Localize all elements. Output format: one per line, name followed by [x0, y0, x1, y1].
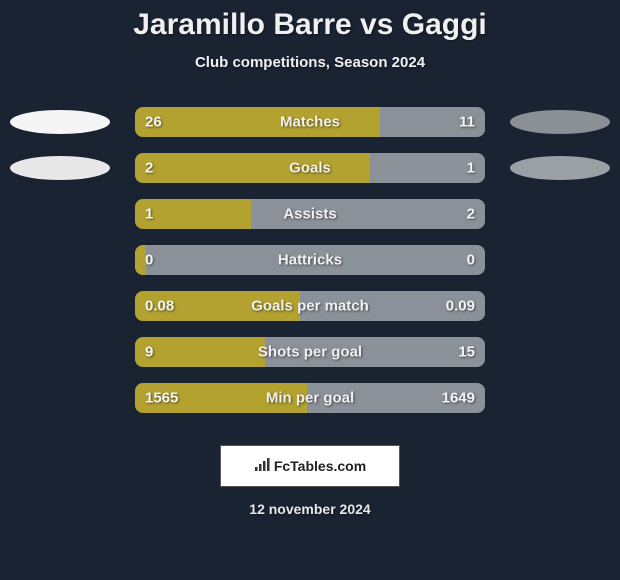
stat-value-right: 0.09 — [446, 298, 475, 315]
stat-bar-right — [146, 245, 485, 275]
page-subtitle: Club competitions, Season 2024 — [0, 54, 620, 71]
stat-bar-left — [135, 337, 265, 367]
stat-bar: 12Assists — [135, 199, 485, 229]
stat-value-left: 0.08 — [145, 298, 174, 315]
stat-value-right: 11 — [459, 114, 475, 131]
stat-row: 2611Matches — [0, 99, 620, 145]
stat-row: 15651649Min per goal — [0, 375, 620, 421]
stat-bar: 21Goals — [135, 153, 485, 183]
stat-bar-right — [251, 199, 485, 229]
stat-bar: 00Hattricks — [135, 245, 485, 275]
stat-value-left: 26 — [145, 114, 162, 131]
stat-value-right: 2 — [467, 206, 475, 223]
stat-row: 0.080.09Goals per match — [0, 283, 620, 329]
stat-bar-right — [265, 337, 485, 367]
page-title: Jaramillo Barre vs Gaggi — [0, 0, 620, 42]
stat-value-left: 1565 — [145, 390, 178, 407]
stat-row: 21Goals — [0, 145, 620, 191]
footer-label: FcTables.com — [274, 458, 366, 474]
stat-value-left: 0 — [145, 252, 153, 269]
stat-value-right: 1 — [467, 160, 475, 177]
stats-container: 2611Matches21Goals12Assists00Hattricks0.… — [0, 99, 620, 421]
stat-value-right: 0 — [467, 252, 475, 269]
stat-value-right: 15 — [458, 344, 475, 361]
team-badge-right — [510, 110, 610, 134]
team-badge-right — [510, 156, 610, 180]
date-label: 12 november 2024 — [0, 501, 620, 517]
team-badge-left — [10, 156, 110, 180]
stat-row: 12Assists — [0, 191, 620, 237]
footer-attribution[interactable]: FcTables.com — [220, 445, 400, 487]
stat-bar: 0.080.09Goals per match — [135, 291, 485, 321]
stat-bar: 15651649Min per goal — [135, 383, 485, 413]
stat-value-left: 1 — [145, 206, 153, 223]
stat-value-left: 9 — [145, 344, 153, 361]
stat-bar-left — [135, 107, 380, 137]
stat-value-left: 2 — [145, 160, 153, 177]
stat-bar: 2611Matches — [135, 107, 485, 137]
chart-icon — [254, 458, 270, 475]
stat-value-right: 1649 — [442, 390, 475, 407]
stat-row: 00Hattricks — [0, 237, 620, 283]
stat-bar: 915Shots per goal — [135, 337, 485, 367]
stat-row: 915Shots per goal — [0, 329, 620, 375]
stat-bar-left — [135, 153, 370, 183]
team-badge-left — [10, 110, 110, 134]
